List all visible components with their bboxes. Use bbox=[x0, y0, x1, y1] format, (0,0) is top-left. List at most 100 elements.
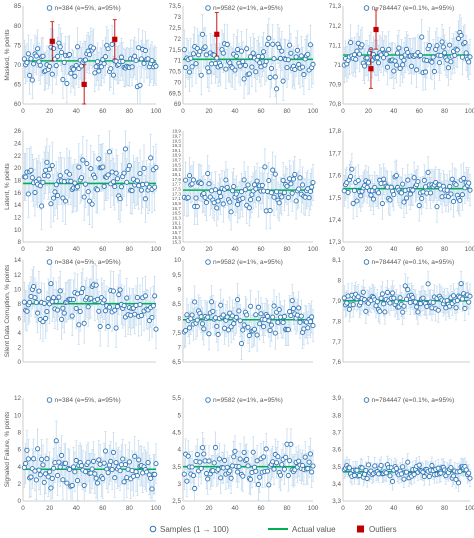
sample-point bbox=[142, 196, 148, 202]
x-tick-label: 20 bbox=[365, 246, 373, 253]
sample-point bbox=[118, 54, 124, 60]
sample-point bbox=[85, 304, 91, 310]
y-tick-label: 17,3 bbox=[172, 191, 181, 196]
sample-point bbox=[300, 64, 306, 70]
y-tick-label: 16,7 bbox=[172, 206, 181, 211]
sample-point bbox=[126, 459, 132, 465]
y-tick-label: 5,5 bbox=[172, 395, 181, 402]
sample-point bbox=[246, 205, 252, 211]
sample-point bbox=[271, 194, 277, 200]
x-tick-label: 20 bbox=[365, 108, 373, 115]
y-tick-label: 8,1 bbox=[332, 257, 341, 264]
y-tick-label: 10 bbox=[14, 286, 22, 293]
sample-point bbox=[231, 321, 237, 327]
sample-point bbox=[189, 464, 195, 470]
y-tick-label: 14 bbox=[14, 202, 22, 209]
sample-point bbox=[47, 166, 53, 172]
y-tick-label: 72 bbox=[174, 36, 182, 43]
y-tick-label: 7,7 bbox=[332, 339, 341, 346]
sample-point bbox=[309, 184, 315, 190]
sample-point bbox=[419, 195, 425, 201]
chart-panel-11: 2,5 3 3,5 4 4,5 5 5,5 0 20 40 60 80 100 n=9582 (e=1%,… bbox=[172, 395, 319, 512]
sample-point bbox=[281, 313, 287, 320]
sample-point bbox=[301, 72, 307, 78]
y-tick-label: 4,5 bbox=[172, 430, 181, 437]
sample-point bbox=[153, 326, 159, 332]
sample-point bbox=[466, 59, 472, 65]
y-tick-label: 17,5 bbox=[329, 195, 342, 202]
sample-points bbox=[21, 438, 159, 492]
sample-point bbox=[400, 309, 406, 315]
y-tick-label: 80 bbox=[14, 23, 22, 30]
sample-point bbox=[92, 175, 98, 181]
sample-point bbox=[266, 177, 272, 184]
y-tick-label: 70 bbox=[174, 79, 182, 86]
sample-point bbox=[206, 181, 212, 187]
sample-point bbox=[360, 289, 366, 295]
sample-point bbox=[85, 459, 91, 465]
x-tick-label: 60 bbox=[257, 246, 265, 253]
sample-point bbox=[64, 80, 70, 87]
sample-point bbox=[302, 454, 308, 460]
x-tick-label: 60 bbox=[99, 108, 107, 115]
chart-panel-12: 3,33,43,53,63,73,83,90 20 40 60 80 100n=78444… bbox=[332, 395, 474, 512]
sample-point bbox=[153, 461, 159, 467]
sample-point bbox=[114, 176, 120, 182]
sample-point bbox=[275, 454, 281, 460]
sample-point bbox=[430, 54, 436, 60]
sample-point bbox=[288, 50, 294, 56]
panel-legend-label: n=384 (e=5%, a=95%) bbox=[55, 259, 121, 266]
sample-point bbox=[261, 454, 267, 460]
sample-point bbox=[218, 193, 224, 200]
outlier-point bbox=[214, 31, 220, 37]
sample-points bbox=[341, 29, 473, 76]
sample-point bbox=[467, 293, 473, 299]
sample-point bbox=[33, 299, 39, 305]
sample-point bbox=[81, 194, 87, 200]
sample-point bbox=[56, 459, 62, 465]
sample-point bbox=[287, 458, 293, 464]
sample-point bbox=[59, 316, 65, 322]
x-tick-label: 20 bbox=[205, 505, 213, 512]
x-tick-label: 60 bbox=[416, 246, 424, 253]
sample-point bbox=[222, 457, 228, 464]
sample-point bbox=[415, 179, 421, 185]
sample-point bbox=[244, 456, 250, 463]
y-tick-label: 15,3 bbox=[172, 240, 181, 245]
sample-point bbox=[209, 299, 215, 305]
sample-point bbox=[223, 177, 229, 183]
y-tick-label: 2 bbox=[17, 345, 21, 352]
sample-point bbox=[401, 57, 407, 63]
sample-point bbox=[257, 60, 263, 66]
sample-point bbox=[345, 189, 351, 196]
sample-point bbox=[395, 50, 401, 56]
y-tick-label: 71 bbox=[334, 62, 342, 69]
chart-panel-3: 70,8 70,9 71 71,1 71,2 71,3 0 20 40 60 80 100 n=7844… bbox=[329, 3, 474, 115]
sample-point bbox=[237, 318, 243, 324]
sample-point bbox=[400, 62, 406, 68]
sample-point bbox=[197, 459, 203, 465]
y-tick-label: 4 bbox=[17, 464, 21, 471]
y-tick-label: 5 bbox=[177, 412, 181, 419]
x-tick-label: 20 bbox=[205, 108, 213, 115]
sample-point bbox=[407, 191, 413, 197]
x-tick-label: 20 bbox=[46, 246, 54, 253]
panel-legend-marker bbox=[363, 259, 370, 265]
y-tick-label: 19,5 bbox=[172, 138, 181, 143]
sample-point bbox=[41, 172, 47, 179]
sample-point bbox=[232, 67, 238, 73]
sample-point bbox=[459, 54, 465, 60]
sample-point bbox=[110, 288, 116, 294]
sample-point bbox=[283, 454, 289, 460]
sample-point bbox=[108, 66, 114, 72]
sample-point bbox=[78, 290, 85, 296]
y-tick-label: 3,9 bbox=[332, 395, 341, 402]
sample-point bbox=[348, 40, 354, 46]
y-tick-label: 16 bbox=[14, 190, 22, 197]
sample-point bbox=[28, 474, 34, 480]
sample-point bbox=[24, 60, 30, 66]
sample-point bbox=[284, 65, 290, 71]
sample-point bbox=[364, 55, 370, 61]
sample-point bbox=[254, 332, 260, 338]
y-tick-label: 8 bbox=[17, 430, 21, 437]
